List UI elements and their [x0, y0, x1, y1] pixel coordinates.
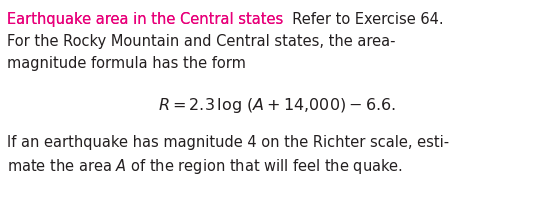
Text: magnitude formula has the form: magnitude formula has the form	[7, 56, 246, 71]
Text: If an earthquake has magnitude 4 on the Richter scale, esti-: If an earthquake has magnitude 4 on the …	[7, 135, 449, 150]
Text: mate the area $\mathit{A}$ of the region that will feel the quake.: mate the area $\mathit{A}$ of the region…	[7, 157, 403, 176]
Text: $\mathit{R} = 2.3\,\log\,(\mathit{A} + 14{,}000) - 6.6.$: $\mathit{R} = 2.3\,\log\,(\mathit{A} + 1…	[158, 96, 395, 115]
Text: Earthquake area in the Central states: Earthquake area in the Central states	[7, 12, 283, 27]
Text: For the Rocky Mountain and Central states, the area-: For the Rocky Mountain and Central state…	[7, 34, 395, 49]
Text: Earthquake area in the Central states: Earthquake area in the Central states	[7, 12, 283, 27]
Text: Refer to Exercise 64.: Refer to Exercise 64.	[283, 12, 444, 27]
